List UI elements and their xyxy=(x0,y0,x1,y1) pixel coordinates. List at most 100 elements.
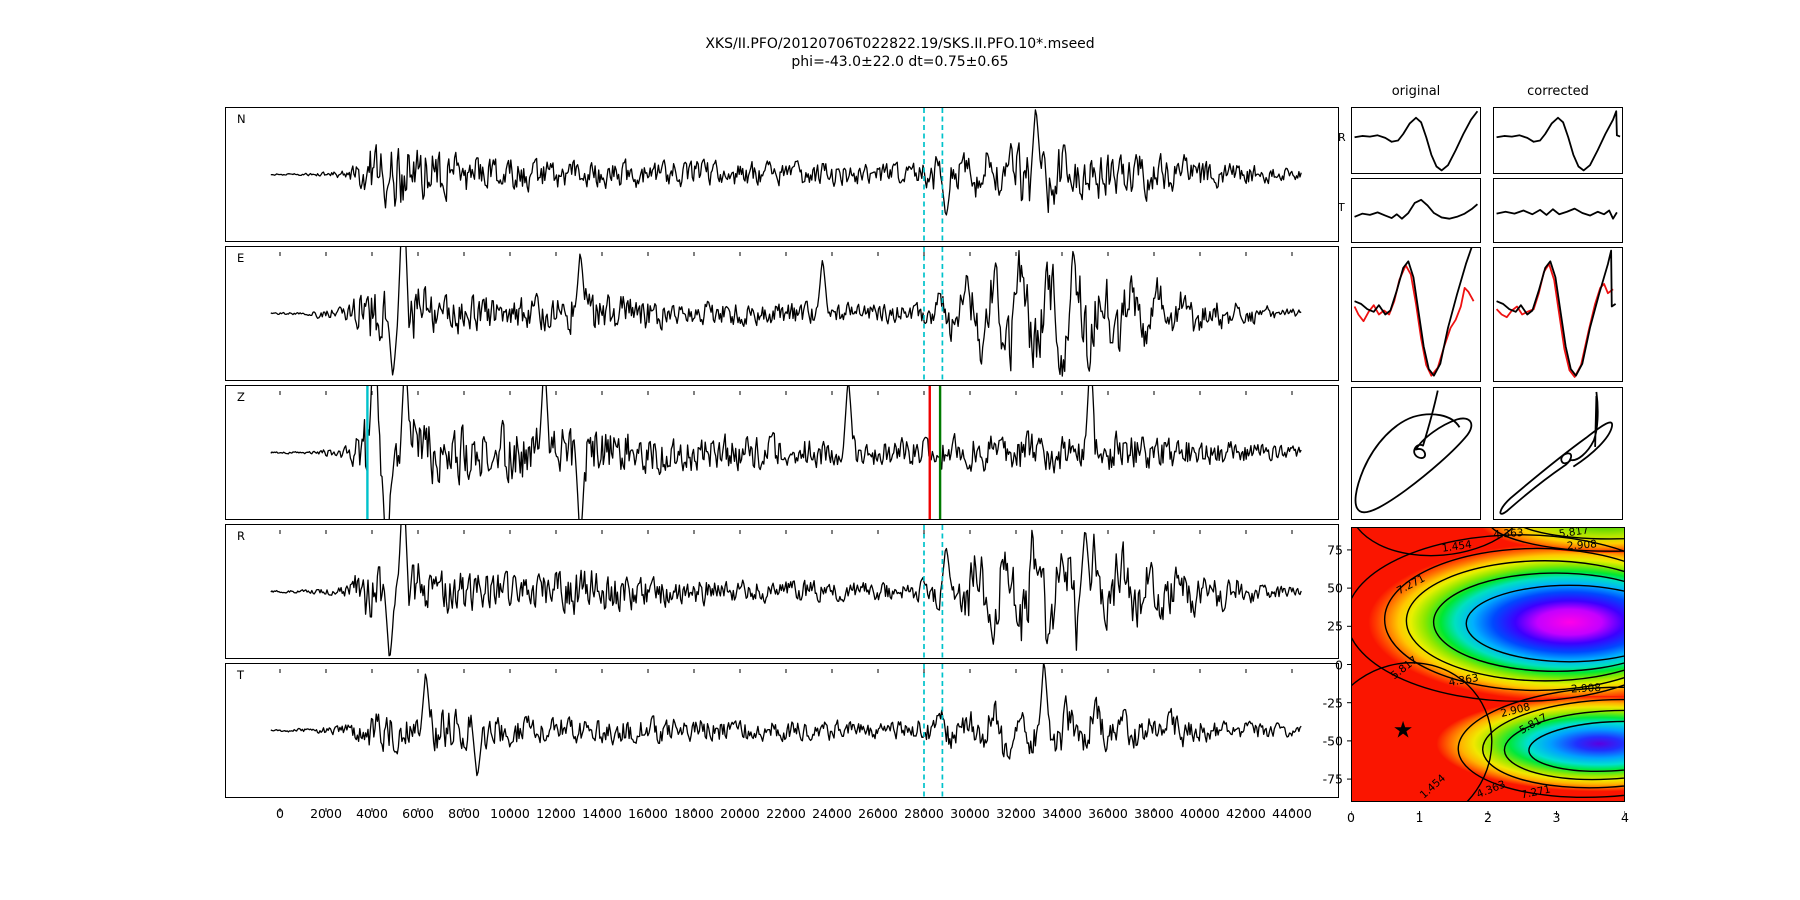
contour-label-1: 4.363 xyxy=(1493,528,1524,541)
contour-label-3: 2.908 xyxy=(1566,538,1597,552)
contour-y-tick-label: 75 xyxy=(1327,542,1343,558)
contour-y-tick-label: -25 xyxy=(1322,695,1343,711)
waveform-panel-N: N xyxy=(225,107,1339,242)
contour-ring-1 xyxy=(1383,547,1624,692)
contour-x-tick-label: 1 xyxy=(1415,810,1424,825)
waveform-panel-Z: Z xyxy=(225,385,1339,520)
x-tick-label: 38000 xyxy=(1134,806,1174,821)
error-surface-panel: 1.454 4.363 5.817 2.908 7.271 5.817 4.363 2.908… xyxy=(1351,527,1625,802)
tickstrip-N xyxy=(279,252,1293,256)
panel-label-Z: Z xyxy=(237,390,245,404)
x-tick-label: 42000 xyxy=(1226,806,1266,821)
contour-ring-11 xyxy=(1491,528,1624,552)
x-tick-label: 24000 xyxy=(812,806,852,821)
mini-compare-original-plot xyxy=(1352,248,1480,381)
trace-line-R xyxy=(270,525,1302,657)
mini-r-original-plot xyxy=(1352,108,1480,173)
x-tick-label: 44000 xyxy=(1272,806,1312,821)
mini-compare-corrected-plot xyxy=(1494,248,1622,381)
contour-label-2: 5.817 xyxy=(1558,528,1589,540)
contour-x-tick-label: 0 xyxy=(1347,810,1355,825)
tickstrip-R xyxy=(279,669,1293,673)
contour-ring-3 xyxy=(1432,572,1624,673)
mini-row-label-r: R xyxy=(1338,131,1346,144)
x-tick-label: 26000 xyxy=(858,806,898,821)
contour-y-tick-label: 25 xyxy=(1327,618,1343,634)
mini-compare-corrected xyxy=(1493,247,1623,382)
r-pulse-corrected xyxy=(1497,111,1621,170)
mini-t-original-plot xyxy=(1352,179,1480,242)
tickstrip-wrap-T xyxy=(225,798,1339,812)
contour-label-0: 1.454 xyxy=(1441,539,1473,555)
contour-x-tick-label: 3 xyxy=(1552,810,1561,825)
contour-ring-7 xyxy=(1457,686,1624,799)
particle-motion-corrected xyxy=(1493,387,1623,520)
x-tick-label: 6000 xyxy=(402,806,434,821)
waveform-trace-N xyxy=(270,108,1302,241)
mini-compare-original xyxy=(1351,247,1481,382)
contour-y-tick-label: 50 xyxy=(1327,580,1343,596)
contour-y-tick-label: 0 xyxy=(1335,657,1343,672)
panel-label-E: E xyxy=(237,251,245,265)
tickstrip-wrap-Z xyxy=(225,520,1339,534)
contour-ring-10 xyxy=(1528,720,1624,773)
contour-x-tickstrip xyxy=(1350,811,1626,815)
r-pulse-original xyxy=(1355,111,1478,170)
panel-label-R: R xyxy=(237,529,245,543)
x-tick-label: 28000 xyxy=(904,806,944,821)
surface-well-gL xyxy=(1436,695,1624,792)
x-tick-label: 12000 xyxy=(536,806,576,821)
x-tick-label: 10000 xyxy=(490,806,530,821)
waveform-trace-Z xyxy=(270,386,1302,519)
contour-label-7: 2.908 xyxy=(1571,682,1602,696)
x-tick-label: 20000 xyxy=(720,806,760,821)
compare-red-original xyxy=(1355,265,1474,375)
contour-ring-12 xyxy=(1523,528,1624,540)
column-header-corrected: corrected xyxy=(1527,84,1589,99)
contour-ring-2 xyxy=(1405,560,1624,682)
x-tick-label: 0 xyxy=(276,806,284,821)
contour-label-12: 7.271 xyxy=(1520,783,1552,801)
panel-label-T: T xyxy=(237,668,245,682)
tickstrip-wrap-N xyxy=(225,242,1339,256)
contour-y-tick-label: -50 xyxy=(1322,733,1343,749)
particle-motion-corrected-plot xyxy=(1494,388,1622,519)
contour-x-tickstrip-wrap xyxy=(1350,802,1626,815)
particle-motion-original-plot xyxy=(1352,388,1480,519)
x-tick-label: 2000 xyxy=(310,806,342,821)
pm-path-corrected xyxy=(1500,392,1612,514)
contour-y-tickstrip-wrap xyxy=(1345,527,1351,802)
column-header-original: original xyxy=(1391,84,1441,99)
compare-black-original xyxy=(1355,248,1473,376)
contour-ring-4 xyxy=(1465,584,1624,663)
mini-row-label-t: T xyxy=(1338,201,1345,214)
mini-r-corrected-plot xyxy=(1494,108,1622,173)
mini-t-original xyxy=(1351,178,1481,243)
tickstrip-wrap-E xyxy=(225,381,1339,395)
waveform-trace-E xyxy=(270,247,1302,380)
mini-r-corrected xyxy=(1493,107,1623,174)
trace-line-N xyxy=(270,109,1302,216)
tickstrip-E xyxy=(279,391,1293,395)
contour-ring-5 xyxy=(1352,528,1530,557)
figure-subtitle: phi=-43.0±22.0 dt=0.75±0.65 xyxy=(791,54,1009,70)
panel-label-N: N xyxy=(237,112,246,126)
x-tick-label: 14000 xyxy=(582,806,622,821)
t-pulse-original xyxy=(1355,200,1478,219)
waveform-trace-T xyxy=(270,664,1302,797)
waveform-trace-R xyxy=(270,525,1302,658)
trace-line-T xyxy=(270,664,1302,777)
x-tick-label: 32000 xyxy=(996,806,1036,821)
tickstrip-wrap-R xyxy=(225,659,1339,673)
waveform-panel-R: R xyxy=(225,524,1339,659)
contour-y-tickstrip xyxy=(1347,549,1351,780)
compare-black-corrected xyxy=(1497,251,1616,376)
trace-line-E xyxy=(270,247,1302,377)
compare-red-corrected xyxy=(1497,264,1613,377)
contour-label-6: 4.363 xyxy=(1448,672,1480,689)
figure-title: XKS/II.PFO/20120706T022822.19/SKS.II.PFO… xyxy=(705,36,1095,52)
waveform-panel-E: E xyxy=(225,246,1339,381)
waveform-panel-T: T xyxy=(225,663,1339,798)
